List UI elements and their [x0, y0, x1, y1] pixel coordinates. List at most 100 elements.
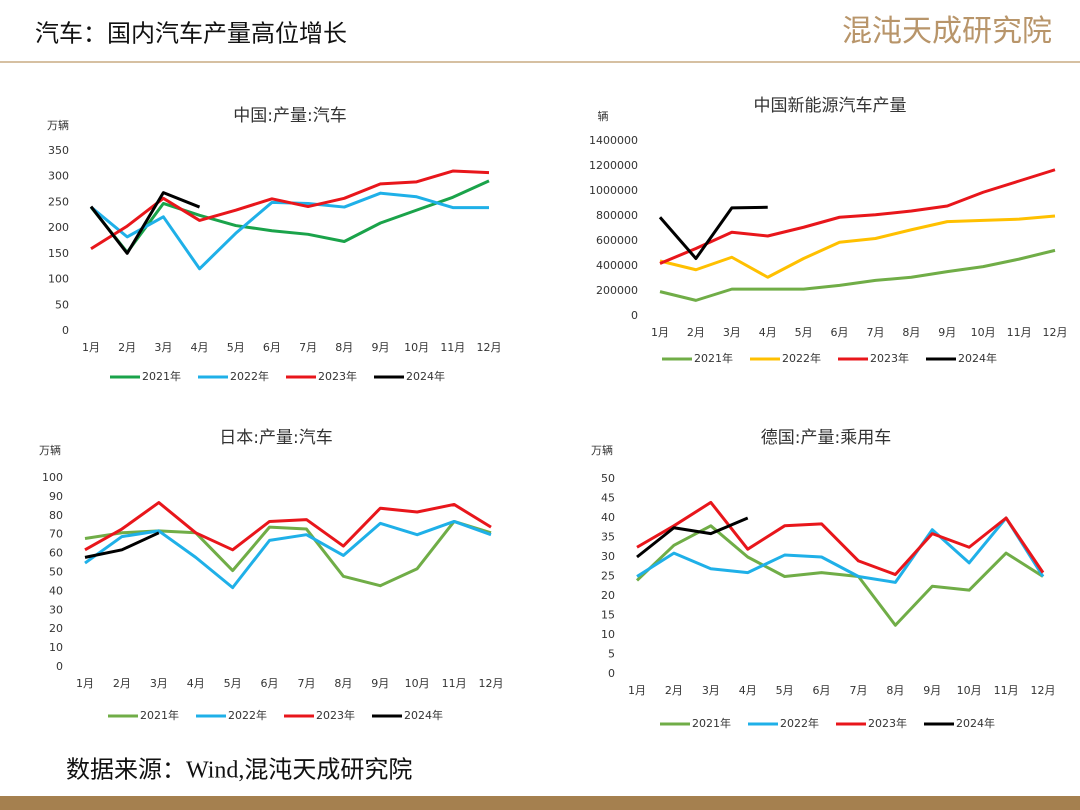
x-tick-label: 12月: [477, 341, 502, 354]
y-tick-label: 50: [49, 566, 63, 579]
y-tick-label: 200000: [596, 284, 638, 297]
x-tick-label: 2月: [113, 677, 131, 690]
x-tick-label: 1月: [82, 341, 100, 354]
legend-label: 2024年: [958, 351, 997, 365]
legend-label: 2021年: [692, 716, 731, 730]
slide-title: 汽车：国内汽车产量高位增长: [35, 21, 347, 48]
x-tick-label: 7月: [297, 677, 315, 690]
x-tick-label: 7月: [866, 326, 884, 339]
y-tick-label: 100: [42, 471, 63, 484]
x-tick-label: 4月: [187, 677, 205, 690]
y-tick-label: 30: [49, 603, 63, 616]
y-tick-label: 90: [49, 490, 63, 503]
y-tick-label: 250: [48, 195, 69, 208]
x-tick-label: 5月: [224, 677, 242, 690]
y-tick-label: 600000: [596, 234, 638, 247]
y-tick-label: 50: [55, 298, 69, 311]
x-tick-label: 9月: [923, 684, 941, 697]
x-tick-label: 6月: [813, 684, 831, 697]
y-tick-label: 60: [49, 547, 63, 560]
y-tick-label: 200: [48, 221, 69, 234]
x-tick-label: 9月: [371, 341, 389, 354]
x-tick-label: 11月: [994, 684, 1019, 697]
x-tick-label: 5月: [227, 341, 245, 354]
x-tick-label: 1月: [76, 677, 94, 690]
chart-title: 德国:产量:乘用车: [761, 428, 891, 448]
x-tick-label: 7月: [299, 341, 317, 354]
x-tick-label: 10月: [971, 326, 996, 339]
series-line: [659, 214, 1056, 279]
legend-label: 2023年: [868, 716, 907, 730]
x-tick-label: 4月: [191, 341, 209, 354]
y-tick-label: 80: [49, 509, 63, 522]
y-tick-label: 0: [608, 667, 615, 680]
x-tick-label: 10月: [405, 677, 430, 690]
x-tick-label: 6月: [831, 326, 849, 339]
y-tick-label: 15: [601, 609, 615, 622]
y-axis-label: 辆: [598, 109, 609, 123]
x-tick-label: 12月: [1043, 326, 1068, 339]
series-line: [90, 169, 490, 250]
x-tick-label: 4月: [759, 326, 777, 339]
x-tick-label: 2月: [687, 326, 705, 339]
series-line: [659, 168, 1056, 265]
y-axis-label: 万辆: [591, 443, 613, 457]
y-tick-label: 100: [48, 273, 69, 286]
y-tick-label: 800000: [596, 209, 638, 222]
x-tick-label: 2月: [665, 684, 683, 697]
source-note: 数据来源：Wind,混沌天成研究院: [66, 757, 412, 784]
x-tick-label: 8月: [335, 341, 353, 354]
y-tick-label: 10: [601, 628, 615, 641]
x-tick-label: 9月: [938, 326, 956, 339]
x-tick-label: 1月: [651, 326, 669, 339]
y-tick-label: 20: [601, 589, 615, 602]
x-tick-label: 11月: [1007, 326, 1032, 339]
legend-label: 2023年: [316, 708, 355, 722]
series-line: [84, 519, 492, 590]
y-axis-label: 万辆: [47, 118, 69, 132]
series-line: [635, 524, 1044, 627]
series-line: [636, 516, 1045, 584]
y-tick-label: 400000: [596, 259, 638, 272]
footer-band: [0, 796, 1080, 810]
legend-label: 2021年: [694, 351, 733, 365]
y-tick-label: 1000000: [589, 184, 638, 197]
series-line: [636, 516, 749, 559]
y-tick-label: 30: [601, 550, 615, 563]
series-line: [659, 248, 1056, 302]
x-tick-label: 11月: [440, 341, 465, 354]
x-tick-label: 3月: [150, 677, 168, 690]
y-tick-label: 25: [601, 570, 615, 583]
legend-label: 2021年: [142, 369, 181, 383]
x-tick-label: 8月: [902, 326, 920, 339]
y-tick-label: 5: [608, 648, 615, 661]
x-tick-label: 5月: [795, 326, 813, 339]
legend-label: 2022年: [780, 716, 819, 730]
legend-label: 2023年: [870, 351, 909, 365]
x-tick-label: 10月: [404, 341, 429, 354]
series-line: [636, 500, 1045, 577]
x-tick-label: 3月: [154, 341, 172, 354]
x-tick-label: 6月: [263, 341, 281, 354]
legend-label: 2022年: [230, 369, 269, 383]
logo: 混沌天成研究院: [842, 15, 1052, 48]
chart-title: 日本:产量:汽车: [219, 428, 332, 448]
y-tick-label: 1200000: [589, 159, 638, 172]
x-tick-label: 8月: [886, 684, 904, 697]
chart-title: 中国新能源汽车产量: [754, 96, 907, 116]
legend-label: 2024年: [956, 716, 995, 730]
y-axis-label: 万辆: [39, 443, 61, 457]
x-tick-label: 6月: [261, 677, 279, 690]
series-line: [89, 191, 201, 255]
y-tick-label: 10: [49, 641, 63, 654]
x-tick-label: 1月: [628, 684, 646, 697]
y-tick-label: 40: [601, 511, 615, 524]
x-tick-label: 12月: [479, 677, 504, 690]
legend-label: 2022年: [228, 708, 267, 722]
x-tick-label: 3月: [702, 684, 720, 697]
x-tick-label: 10月: [957, 684, 982, 697]
y-tick-label: 45: [601, 492, 615, 505]
series-line: [658, 205, 768, 260]
legend-label: 2024年: [406, 369, 445, 383]
